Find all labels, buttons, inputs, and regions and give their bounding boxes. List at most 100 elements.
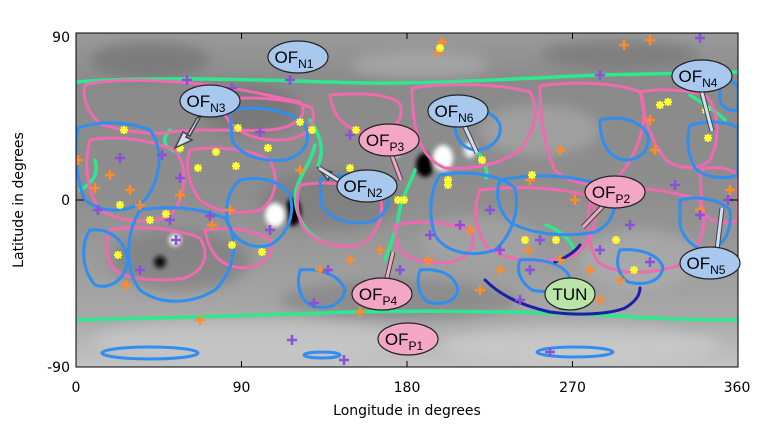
label-text: OFN2 [344,177,383,200]
y-tick-label: 90 [52,30,70,46]
orange-marker [423,255,433,265]
yellow-marker [212,148,220,156]
label-text: OFP3 [366,131,405,154]
orange-marker [645,35,655,45]
yellow-marker [352,126,360,134]
region-label-of-p2: OFP2 [584,175,646,209]
label-text: OFN3 [187,92,226,115]
yellow-marker [146,216,154,224]
yellow-marker [264,144,272,152]
orange-marker [585,265,595,275]
purple-marker [175,173,185,183]
label-text: OFN5 [687,254,726,277]
label-subscript: N6 [458,111,474,125]
label-subscript: P1 [408,339,423,353]
label-main-text: TUN [553,285,588,304]
label-subscript: P4 [382,294,397,308]
purple-marker [165,215,175,225]
yellow-marker [521,236,529,244]
label-oval [267,40,329,74]
axis-ticks [75,32,739,368]
label-oval [351,277,413,311]
label-main-text: OF [187,92,211,111]
purple-marker [287,335,297,345]
x-axis-title: Longitude in degrees [333,403,481,419]
label-oval [544,277,596,311]
label-subscript: N4 [702,76,718,90]
yellow-marker [234,124,242,132]
orange-marker [195,315,205,325]
yellow-marker [630,266,638,274]
purple-marker [157,150,167,160]
yellow-marker [116,201,124,209]
label-subscript: N2 [367,186,383,200]
label-main-text: OF [435,102,459,121]
yellow-marker [612,236,620,244]
yellow-marker [228,241,236,249]
x-tick-label: 270 [559,380,586,396]
label-text: OFP2 [592,183,631,206]
orange-marker [105,170,115,180]
orange-marker [465,225,475,235]
region-label-of-n3: OFN3 [179,84,241,118]
yellow-marker [308,126,316,134]
label-main-text: OF [687,254,711,273]
region-label-of-n1: OFN1 [267,40,329,74]
yellow-marker [296,118,304,126]
purple-marker [395,265,405,275]
label-oval [427,94,489,128]
purple-marker [525,265,535,275]
label-subscript: N3 [210,101,226,115]
orange-marker [555,255,565,265]
label-text: TUN [553,285,588,304]
label-main-text: OF [275,48,299,67]
label-subscript: P3 [389,140,404,154]
purple-marker [205,211,215,221]
label-oval [679,246,741,280]
orange-marker [175,190,185,200]
yellow-marker [704,134,712,142]
yellow-marker [664,98,672,106]
purple-marker [515,295,525,305]
label-text: OFP4 [359,285,398,308]
x-tick-labels: 0 90 180 270 360 [72,380,751,396]
region-label-of-n4: OFN4 [671,59,733,93]
region-label-of-p3: OFP3 [358,123,420,157]
y-tick-labels: 90 0 -90 [47,30,70,376]
region-label-of-n2: OFN2 [336,169,398,203]
purple-marker [625,220,635,230]
orange-marker [555,145,565,155]
x-tick-label: 90 [233,380,251,396]
orange-marker [355,307,365,317]
yellow-marker [258,248,266,256]
region-labels: OFN1OFN2OFN3OFN4OFN5OFN6OFP1OFP2OFP3OFP4… [179,40,741,356]
orange-marker [615,275,625,285]
label-text: OFN4 [679,67,718,90]
yellow-marker [444,181,452,189]
label-main-text: OF [366,131,390,150]
yellow-marker [162,210,170,218]
label-main-text: OF [385,330,409,349]
purple-marker [695,210,705,220]
label-main-text: OF [359,285,383,304]
region-label-tun: TUN [544,277,596,311]
label-oval [671,59,733,93]
marker-layer [76,33,735,365]
orange-marker [207,220,217,230]
yellow-marker [194,164,202,172]
orange-marker [295,165,305,175]
purple-marker [495,245,505,255]
purple-marker [93,205,103,215]
purple-marker [545,347,555,357]
region-label-of-p1: OFP1 [377,322,439,356]
label-main-text: OF [592,183,616,202]
purple-marker [171,235,181,245]
purple-marker [535,235,545,245]
orange-marker [650,145,660,155]
purple-marker [425,230,435,240]
orange-marker [135,200,145,210]
yellow-marker [436,44,444,52]
orange-marker [76,155,83,165]
yellow-marker [394,196,402,204]
orange-marker [475,285,485,295]
